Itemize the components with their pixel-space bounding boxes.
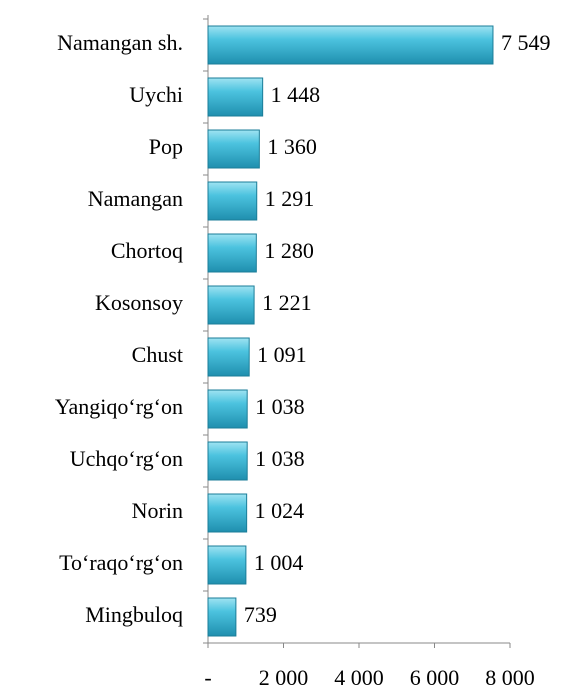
value-label: 1 221 (262, 290, 312, 315)
value-label: 1 038 (255, 394, 305, 419)
category-label: Yangiqo‘rg‘on (55, 394, 183, 419)
value-label: 1 360 (267, 134, 317, 159)
value-label: 1 024 (255, 498, 305, 523)
x-tick-label: 8 000 (485, 665, 535, 690)
category-label: Uchqo‘rg‘on (70, 446, 183, 471)
bar (207, 441, 248, 481)
bar (207, 77, 264, 117)
value-label: 1 038 (255, 446, 305, 471)
x-tick-label: 4 000 (334, 665, 384, 690)
bar (207, 493, 248, 533)
value-label: 1 280 (264, 238, 314, 263)
bar (207, 129, 260, 169)
category-label: Pop (149, 134, 183, 159)
category-label: Norin (132, 498, 183, 523)
category-label: Chortoq (111, 238, 183, 263)
category-label: Namangan (88, 186, 183, 211)
category-label: Chust (132, 342, 183, 367)
value-label: 739 (244, 602, 277, 627)
category-label: Kosonsoy (95, 290, 183, 315)
bar (207, 545, 247, 585)
bar (207, 233, 257, 273)
value-label: 1 448 (271, 82, 321, 107)
bar (207, 285, 255, 325)
bar (207, 597, 237, 637)
value-label: 7 549 (501, 30, 550, 55)
x-tick-label: - (204, 665, 211, 690)
bar (207, 337, 250, 377)
value-label: 1 091 (257, 342, 307, 367)
bar (207, 181, 258, 221)
x-tick-label: 2 000 (259, 665, 309, 690)
bar (207, 389, 248, 429)
category-label: Uychi (129, 82, 183, 107)
category-label: Mingbuloq (85, 602, 183, 627)
bar (207, 25, 494, 65)
x-tick-label: 6 000 (410, 665, 460, 690)
value-label: 1 291 (265, 186, 315, 211)
category-label: To‘raqo‘rg‘on (59, 550, 183, 575)
category-label: Namangan sh. (57, 30, 183, 55)
value-label: 1 004 (254, 550, 304, 575)
